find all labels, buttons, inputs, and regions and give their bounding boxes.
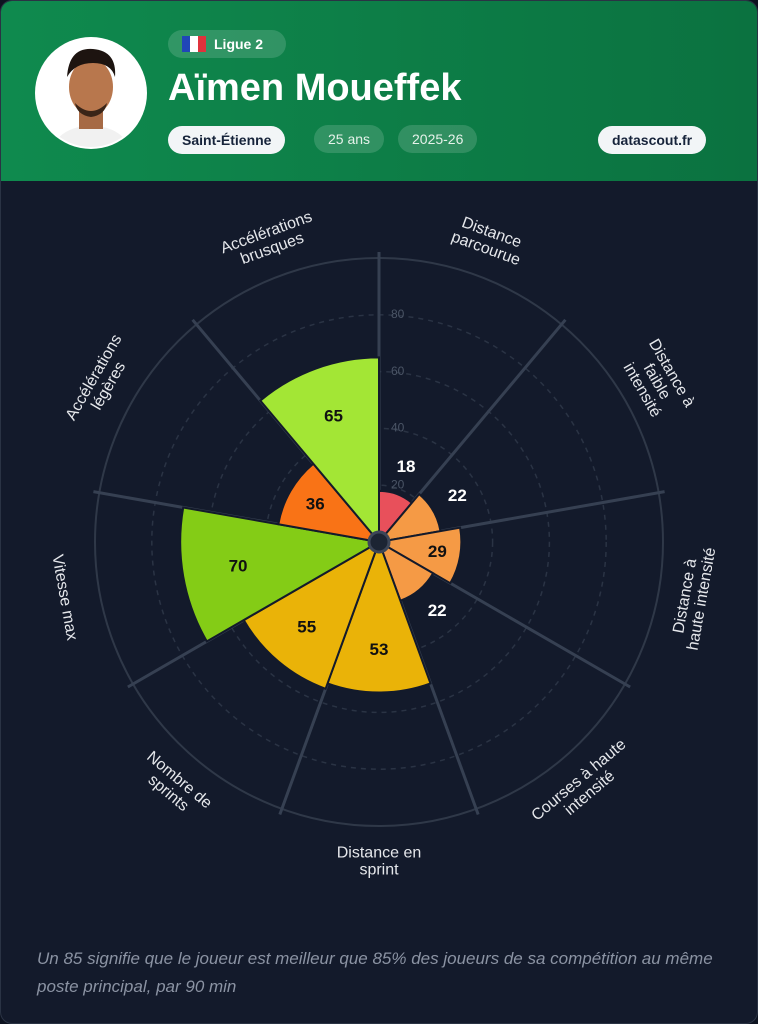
value-label: 22 (448, 486, 467, 505)
value-label: 18 (397, 457, 416, 476)
bar (179, 506, 382, 643)
category-label: Distanceparcourue (449, 213, 528, 270)
category-label: Nombre desprints (132, 748, 215, 825)
site-chip: datascout.fr (598, 126, 707, 154)
value-label: 53 (370, 640, 389, 659)
r-tick-label: 60 (391, 364, 405, 378)
category-line: sprint (359, 862, 399, 879)
value-label: 65 (324, 407, 343, 426)
footnote: Un 85 signifie que le joueur est meilleu… (37, 949, 713, 996)
bar (376, 526, 463, 585)
r-tick-label: 20 (391, 477, 405, 491)
header: Ligue 2 Aïmen Moueffek Saint-Étienne 25 … (1, 1, 757, 181)
bar (326, 539, 432, 694)
flag (182, 36, 206, 52)
value-label: 36 (306, 495, 325, 514)
avatar (35, 37, 147, 149)
player-name: Aïmen Moueffek (168, 67, 462, 109)
season-chip: 2025-26 (398, 125, 478, 153)
value-label: 22 (428, 601, 447, 620)
r-tick-label: 40 (391, 421, 405, 435)
chart: 20 40 60 80 18 Distanceparcourue 22 Distance àf… (48, 209, 720, 879)
value-label: 70 (229, 556, 248, 575)
category-label: Distance àfaibleintensité (615, 336, 697, 427)
bar (258, 356, 380, 545)
category-label: Distance en sprint (337, 845, 422, 879)
center-dot (367, 530, 391, 554)
category-label: Courses à hauteintensité (529, 736, 641, 838)
category-label: Distance àhaute intensité (668, 543, 720, 652)
value-label: 29 (428, 542, 447, 561)
bar (277, 462, 382, 544)
age-chip: 25 ans (314, 125, 385, 153)
club-chip: Saint-Étienne (168, 126, 286, 154)
bar (242, 539, 381, 691)
category-line: Distance en (337, 845, 422, 862)
category-line: Vitesse max (48, 553, 80, 641)
category-label: Vitesse max (48, 553, 80, 641)
value-label: 55 (297, 618, 316, 637)
category-label: Accélérationsbrusques (219, 209, 321, 274)
category-label: Accélérationslégères (63, 332, 140, 432)
r-tick-label: 80 (391, 307, 405, 321)
